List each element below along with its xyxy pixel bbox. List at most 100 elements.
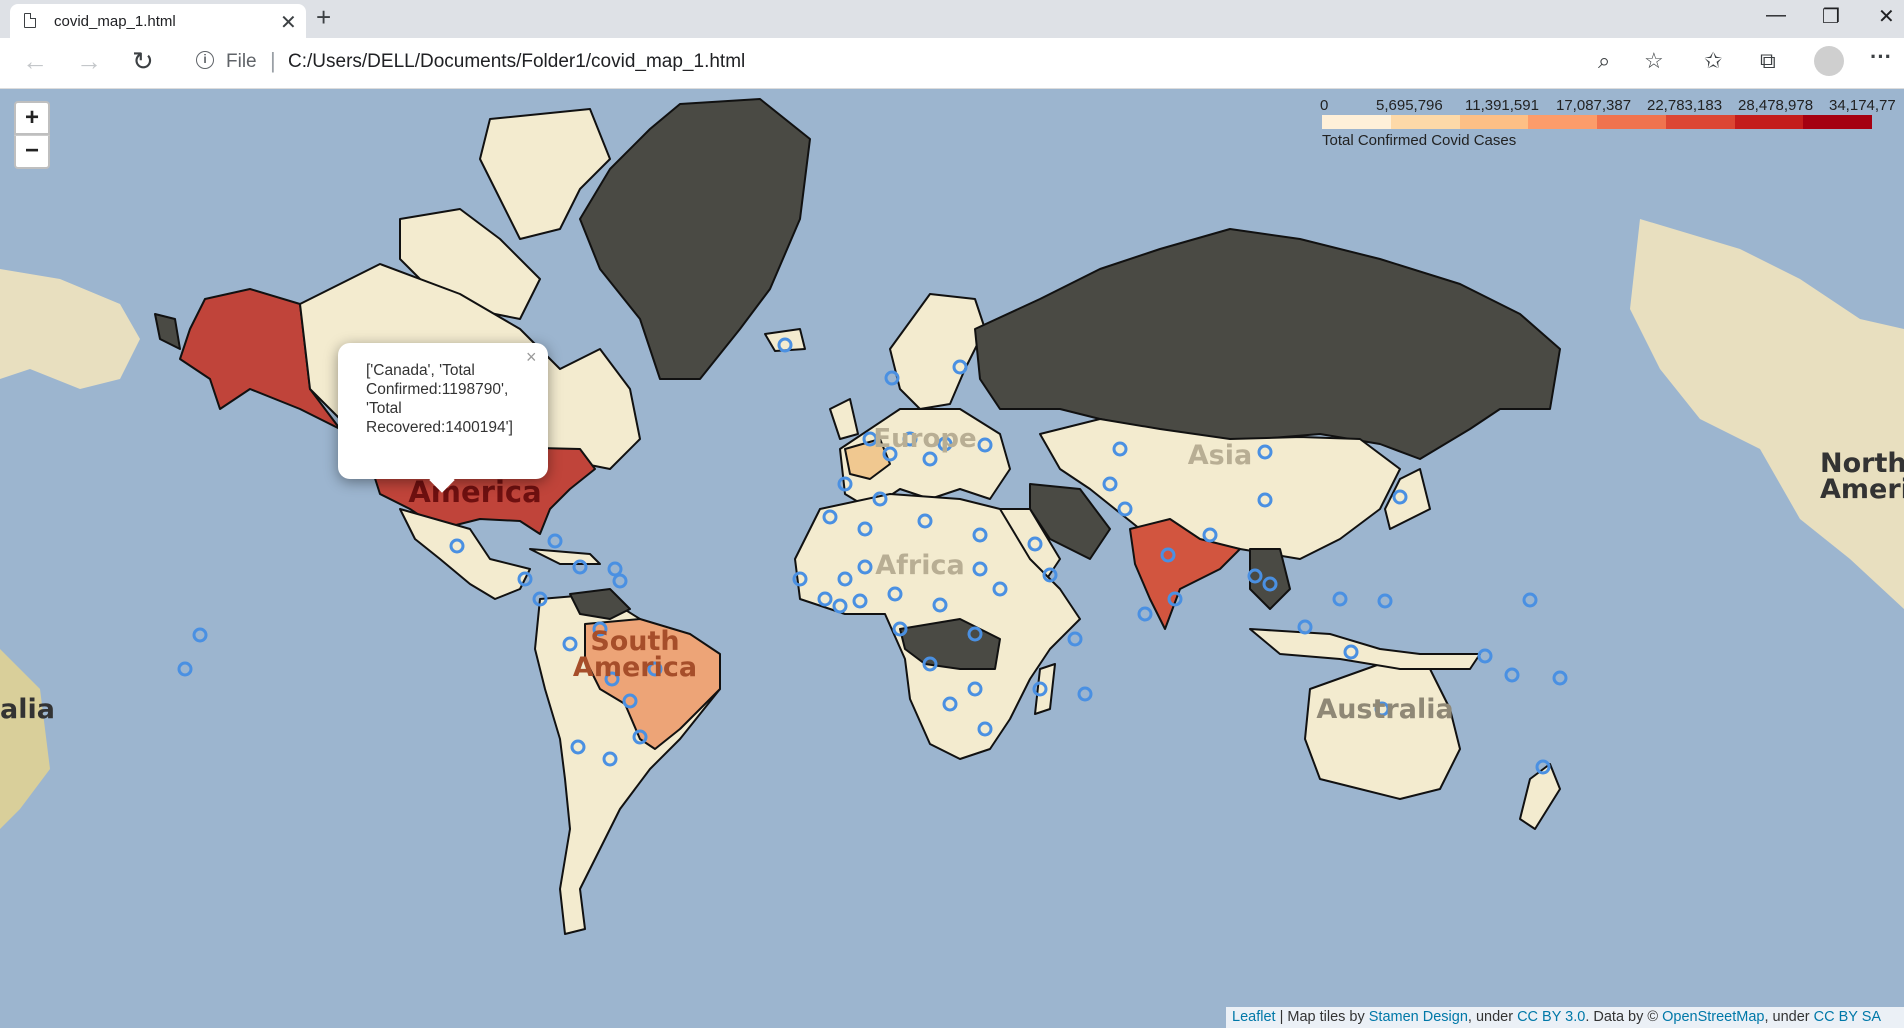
marker[interactable] — [1297, 619, 1313, 635]
marker[interactable] — [977, 437, 993, 453]
marker[interactable] — [872, 491, 888, 507]
marker[interactable] — [1257, 444, 1273, 460]
marker[interactable] — [972, 527, 988, 543]
marker[interactable] — [884, 370, 900, 386]
leaflet-map[interactable]: North America South America Europe Afric… — [0, 89, 1904, 1028]
maximize-button[interactable]: ❐ — [1822, 6, 1840, 28]
minimize-button[interactable]: — — [1766, 4, 1786, 26]
marker[interactable] — [977, 721, 993, 737]
new-tab-button[interactable]: + — [316, 2, 332, 32]
marker[interactable] — [832, 598, 848, 614]
cc-by-link[interactable]: CC BY 3.0 — [1517, 1009, 1586, 1025]
more-menu-icon[interactable]: ··· — [1870, 44, 1892, 69]
marker[interactable] — [917, 513, 933, 529]
marker[interactable] — [1202, 527, 1218, 543]
cc-by-sa-link[interactable]: CC BY SA — [1813, 1009, 1882, 1025]
marker[interactable] — [632, 729, 648, 745]
marker[interactable] — [1477, 648, 1493, 664]
marker[interactable] — [937, 436, 953, 452]
back-button[interactable]: ← — [22, 46, 48, 76]
marker[interactable] — [570, 739, 586, 755]
marker[interactable] — [1137, 606, 1153, 622]
marker[interactable] — [1027, 536, 1043, 552]
marker[interactable] — [1535, 759, 1551, 775]
marker[interactable] — [1392, 489, 1408, 505]
marker[interactable] — [592, 621, 608, 637]
osm-link[interactable]: OpenStreetMap — [1662, 1009, 1765, 1025]
favorite-star-icon[interactable]: ☆ — [1644, 48, 1664, 73]
stamen-link[interactable]: Stamen Design — [1368, 1009, 1468, 1025]
marker[interactable] — [967, 681, 983, 697]
marker[interactable] — [622, 693, 638, 709]
marker[interactable] — [1504, 667, 1520, 683]
marker[interactable] — [887, 586, 903, 602]
forward-button[interactable]: → — [76, 46, 102, 76]
marker[interactable] — [517, 571, 533, 587]
marker[interactable] — [837, 571, 853, 587]
zoom-icon[interactable]: ⌕ — [1598, 48, 1611, 73]
marker[interactable] — [952, 359, 968, 375]
tab-covid-map[interactable]: covid_map_1.html ✕ — [10, 4, 306, 38]
url-text[interactable]: C:/Users/DELL/Documents/Folder1/covid_ma… — [288, 51, 746, 72]
marker[interactable] — [967, 626, 983, 642]
marker[interactable] — [892, 621, 908, 637]
marker[interactable] — [857, 559, 873, 575]
marker[interactable] — [192, 627, 208, 643]
marker[interactable] — [1167, 591, 1183, 607]
marker[interactable] — [562, 636, 578, 652]
marker[interactable] — [602, 751, 618, 767]
marker[interactable] — [1117, 501, 1133, 517]
marker[interactable] — [972, 561, 988, 577]
marker[interactable] — [1552, 670, 1568, 686]
marker[interactable] — [1032, 681, 1048, 697]
marker[interactable] — [837, 476, 853, 492]
collections-icon[interactable]: ⧉ — [1760, 48, 1776, 73]
marker[interactable] — [882, 446, 898, 462]
zoom-out-button[interactable]: − — [14, 135, 50, 169]
marker[interactable] — [922, 656, 938, 672]
marker[interactable] — [449, 538, 465, 554]
marker[interactable] — [612, 573, 628, 589]
marker[interactable] — [1374, 701, 1390, 717]
marker[interactable] — [604, 671, 620, 687]
marker[interactable] — [607, 561, 623, 577]
marker-india[interactable] — [1160, 547, 1176, 563]
marker[interactable] — [792, 571, 808, 587]
info-icon[interactable]: i — [196, 51, 214, 69]
marker[interactable] — [547, 533, 563, 549]
marker[interactable] — [822, 509, 838, 525]
marker[interactable] — [1077, 686, 1093, 702]
marker[interactable] — [922, 451, 938, 467]
marker[interactable] — [1343, 644, 1359, 660]
marker[interactable] — [862, 431, 878, 447]
marker[interactable] — [852, 593, 868, 609]
tab-close-icon[interactable]: ✕ — [280, 12, 297, 34]
marker[interactable] — [1522, 592, 1538, 608]
marker[interactable] — [817, 591, 833, 607]
marker[interactable] — [1042, 567, 1058, 583]
marker[interactable] — [1067, 631, 1083, 647]
marker[interactable] — [942, 696, 958, 712]
marker[interactable] — [1257, 492, 1273, 508]
marker[interactable] — [1112, 441, 1128, 457]
profile-avatar[interactable] — [1814, 46, 1844, 76]
address-bar[interactable]: i File | C:/Users/DELL/Documents/Folder1… — [180, 44, 1680, 80]
marker[interactable] — [777, 337, 793, 353]
close-window-button[interactable]: ✕ — [1878, 6, 1895, 28]
marker[interactable] — [1332, 591, 1348, 607]
marker[interactable] — [992, 581, 1008, 597]
favorites-icon[interactable]: ✩ — [1704, 48, 1723, 73]
marker[interactable] — [902, 431, 918, 447]
zoom-in-button[interactable]: + — [14, 101, 50, 135]
marker[interactable] — [857, 521, 873, 537]
leaflet-link[interactable]: Leaflet — [1232, 1009, 1276, 1025]
marker[interactable] — [1262, 576, 1278, 592]
marker[interactable] — [572, 559, 588, 575]
marker[interactable] — [932, 597, 948, 613]
marker[interactable] — [647, 661, 663, 677]
marker[interactable] — [1102, 476, 1118, 492]
marker[interactable] — [532, 591, 548, 607]
marker[interactable] — [1247, 568, 1263, 584]
popup-close-icon[interactable]: × — [526, 347, 537, 367]
reload-button[interactable]: ↻ — [132, 46, 154, 76]
